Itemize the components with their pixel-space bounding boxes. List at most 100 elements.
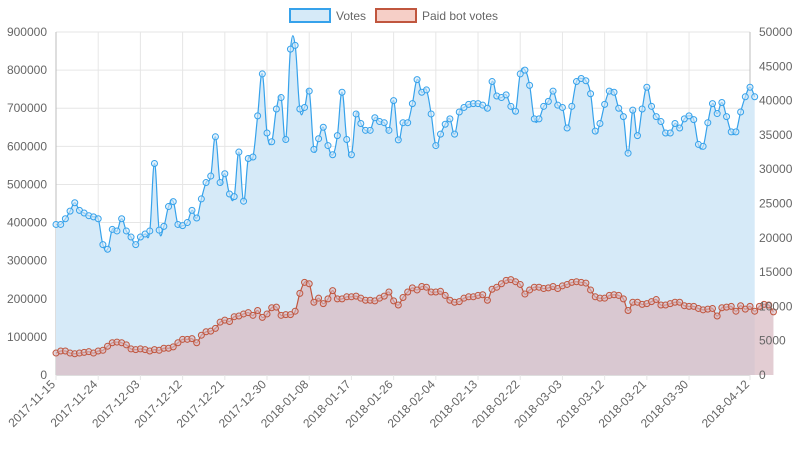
point-votes[interactable]: [277, 94, 285, 102]
point-votes[interactable]: [249, 153, 257, 161]
point-votes[interactable]: [160, 222, 168, 230]
point-votes[interactable]: [671, 119, 679, 127]
point-paid-bot-votes[interactable]: [315, 294, 323, 302]
point-votes[interactable]: [211, 133, 219, 141]
point-votes[interactable]: [324, 142, 332, 150]
point-votes[interactable]: [385, 126, 393, 134]
point-paid-bot-votes[interactable]: [615, 291, 623, 299]
point-votes[interactable]: [254, 112, 262, 120]
point-paid-bot-votes[interactable]: [272, 303, 280, 311]
point-votes[interactable]: [741, 93, 749, 101]
point-votes[interactable]: [286, 45, 294, 53]
point-votes[interactable]: [113, 227, 121, 235]
point-votes[interactable]: [540, 102, 548, 110]
point-votes[interactable]: [315, 135, 323, 143]
point-votes[interactable]: [535, 115, 543, 123]
point-votes[interactable]: [422, 86, 430, 94]
point-votes[interactable]: [188, 206, 196, 214]
point-paid-bot-votes[interactable]: [746, 302, 754, 310]
point-votes[interactable]: [587, 90, 595, 98]
point-votes[interactable]: [451, 130, 459, 138]
point-votes[interactable]: [408, 100, 416, 108]
point-votes[interactable]: [155, 226, 163, 234]
point-votes[interactable]: [624, 149, 632, 157]
point-paid-bot-votes[interactable]: [296, 289, 304, 297]
point-votes[interactable]: [502, 91, 510, 99]
point-votes[interactable]: [629, 106, 637, 114]
point-votes[interactable]: [704, 119, 712, 127]
point-paid-bot-votes[interactable]: [329, 287, 337, 295]
point-votes[interactable]: [352, 110, 360, 118]
point-votes[interactable]: [596, 119, 604, 127]
point-votes[interactable]: [549, 87, 557, 95]
point-paid-bot-votes[interactable]: [169, 343, 177, 351]
point-votes[interactable]: [99, 241, 107, 249]
point-paid-bot-votes[interactable]: [483, 296, 491, 304]
point-votes[interactable]: [648, 102, 656, 110]
point-votes[interactable]: [193, 214, 201, 222]
point-paid-bot-votes[interactable]: [737, 302, 745, 310]
point-votes[interactable]: [183, 219, 191, 227]
point-paid-bot-votes[interactable]: [521, 290, 529, 298]
point-paid-bot-votes[interactable]: [390, 297, 398, 305]
point-paid-bot-votes[interactable]: [652, 296, 660, 304]
point-votes[interactable]: [737, 108, 745, 116]
point-votes[interactable]: [746, 83, 754, 91]
point-votes[interactable]: [615, 104, 623, 112]
point-votes[interactable]: [652, 113, 660, 121]
point-votes[interactable]: [329, 151, 337, 159]
point-paid-bot-votes[interactable]: [765, 301, 773, 309]
point-votes[interactable]: [619, 113, 627, 121]
point-votes[interactable]: [427, 110, 435, 118]
point-votes[interactable]: [638, 105, 646, 113]
point-paid-bot-votes[interactable]: [497, 280, 505, 288]
point-paid-bot-votes[interactable]: [399, 293, 407, 301]
point-votes[interactable]: [601, 100, 609, 108]
point-votes[interactable]: [66, 207, 74, 215]
point-votes[interactable]: [394, 136, 402, 144]
point-paid-bot-votes[interactable]: [413, 286, 421, 294]
point-votes[interactable]: [333, 132, 341, 140]
point-votes[interactable]: [558, 103, 566, 111]
point-votes[interactable]: [432, 142, 440, 150]
point-paid-bot-votes[interactable]: [713, 312, 721, 320]
point-votes[interactable]: [643, 83, 651, 91]
point-votes[interactable]: [666, 129, 674, 137]
point-votes[interactable]: [127, 233, 135, 241]
point-votes[interactable]: [61, 215, 69, 223]
point-votes[interactable]: [202, 179, 210, 187]
point-paid-bot-votes[interactable]: [422, 283, 430, 291]
point-votes[interactable]: [488, 78, 496, 86]
point-votes[interactable]: [751, 93, 759, 101]
point-votes[interactable]: [347, 151, 355, 159]
point-votes[interactable]: [516, 70, 524, 78]
point-paid-bot-votes[interactable]: [291, 307, 299, 315]
point-votes[interactable]: [291, 41, 299, 49]
point-paid-bot-votes[interactable]: [193, 339, 201, 347]
point-votes[interactable]: [699, 142, 707, 150]
point-votes[interactable]: [657, 118, 665, 126]
point-paid-bot-votes[interactable]: [385, 288, 393, 296]
point-paid-bot-votes[interactable]: [249, 311, 257, 319]
point-votes[interactable]: [146, 227, 154, 235]
point-votes[interactable]: [544, 97, 552, 105]
point-paid-bot-votes[interactable]: [582, 279, 590, 287]
point-votes[interactable]: [207, 172, 215, 180]
point-votes[interactable]: [685, 112, 693, 120]
point-votes[interactable]: [258, 70, 266, 78]
point-votes[interactable]: [563, 124, 571, 132]
point-votes[interactable]: [268, 138, 276, 146]
point-paid-bot-votes[interactable]: [455, 298, 463, 306]
point-votes[interactable]: [240, 197, 248, 205]
point-paid-bot-votes[interactable]: [751, 307, 759, 315]
point-paid-bot-votes[interactable]: [708, 304, 716, 312]
point-paid-bot-votes[interactable]: [319, 300, 327, 308]
point-votes[interactable]: [526, 81, 534, 89]
point-votes[interactable]: [197, 195, 205, 203]
point-votes[interactable]: [122, 227, 130, 235]
point-votes[interactable]: [230, 193, 238, 201]
point-paid-bot-votes[interactable]: [254, 307, 262, 315]
point-votes[interactable]: [437, 130, 445, 138]
point-paid-bot-votes[interactable]: [305, 280, 313, 288]
point-votes[interactable]: [690, 116, 698, 124]
